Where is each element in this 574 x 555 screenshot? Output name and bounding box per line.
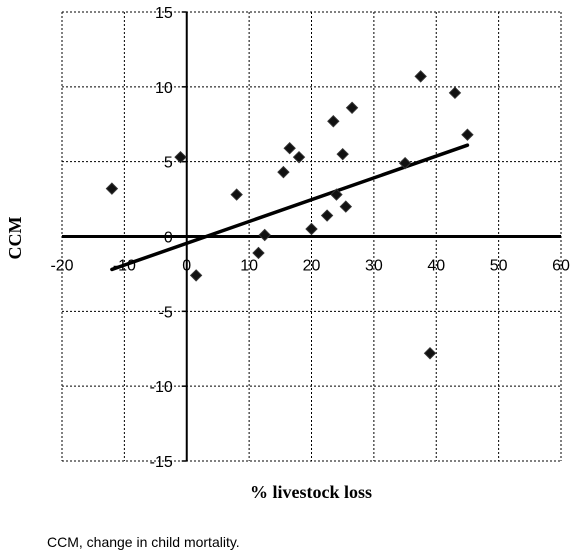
- x-tick-label: 0: [182, 258, 191, 275]
- scatter-point: [320, 209, 334, 222]
- y-tick-label: -15: [150, 454, 173, 471]
- y-tick-label: -5: [159, 304, 173, 321]
- y-tick-label: 10: [155, 80, 173, 97]
- y-tick-label: 15: [155, 5, 173, 22]
- scatter-point: [414, 70, 427, 83]
- x-tick-label: 60: [552, 258, 570, 275]
- y-tick-labels: 15 10 5 0 -5 -10 -15: [150, 5, 173, 471]
- y-tick-label: 5: [164, 155, 173, 172]
- scatter-point: [398, 156, 412, 170]
- x-tick-label: 20: [303, 258, 321, 275]
- scatter-point: [448, 86, 462, 100]
- scatter-point: [277, 165, 290, 179]
- x-axis-title: % livestock loss: [250, 482, 372, 502]
- x-tick-label: 30: [365, 258, 383, 275]
- x-tick-label: -20: [50, 258, 73, 275]
- x-tick-label: 50: [490, 258, 508, 275]
- scatter-point: [230, 188, 243, 201]
- scatter-point: [105, 182, 119, 195]
- scatter-point: [327, 115, 340, 128]
- scatter-point: [336, 147, 349, 161]
- scatter-point: [174, 150, 187, 164]
- scatter-point: [423, 347, 437, 360]
- scatter-point: [305, 222, 318, 236]
- scatter-point: [461, 128, 474, 141]
- x-tick-label: 40: [427, 258, 445, 275]
- y-tick-label: 0: [164, 230, 173, 247]
- scatter-point: [283, 141, 296, 155]
- x-tick-labels: -20-100102030405060: [50, 258, 570, 275]
- y-axis-title: CCM: [5, 217, 25, 260]
- scatter-point: [330, 188, 343, 201]
- scatter-point: [345, 101, 359, 114]
- y-tick-label: -10: [150, 379, 173, 396]
- scatter-point: [292, 150, 306, 164]
- scatter-point: [252, 246, 265, 260]
- scatter-point: [258, 228, 271, 242]
- scatter-point: [339, 200, 353, 213]
- axes: [62, 11, 561, 462]
- scatter-point: [189, 269, 203, 282]
- footnote: CCM, change in child mortality.: [47, 534, 240, 550]
- data-points: [105, 70, 474, 360]
- x-tick-label: 10: [240, 258, 258, 275]
